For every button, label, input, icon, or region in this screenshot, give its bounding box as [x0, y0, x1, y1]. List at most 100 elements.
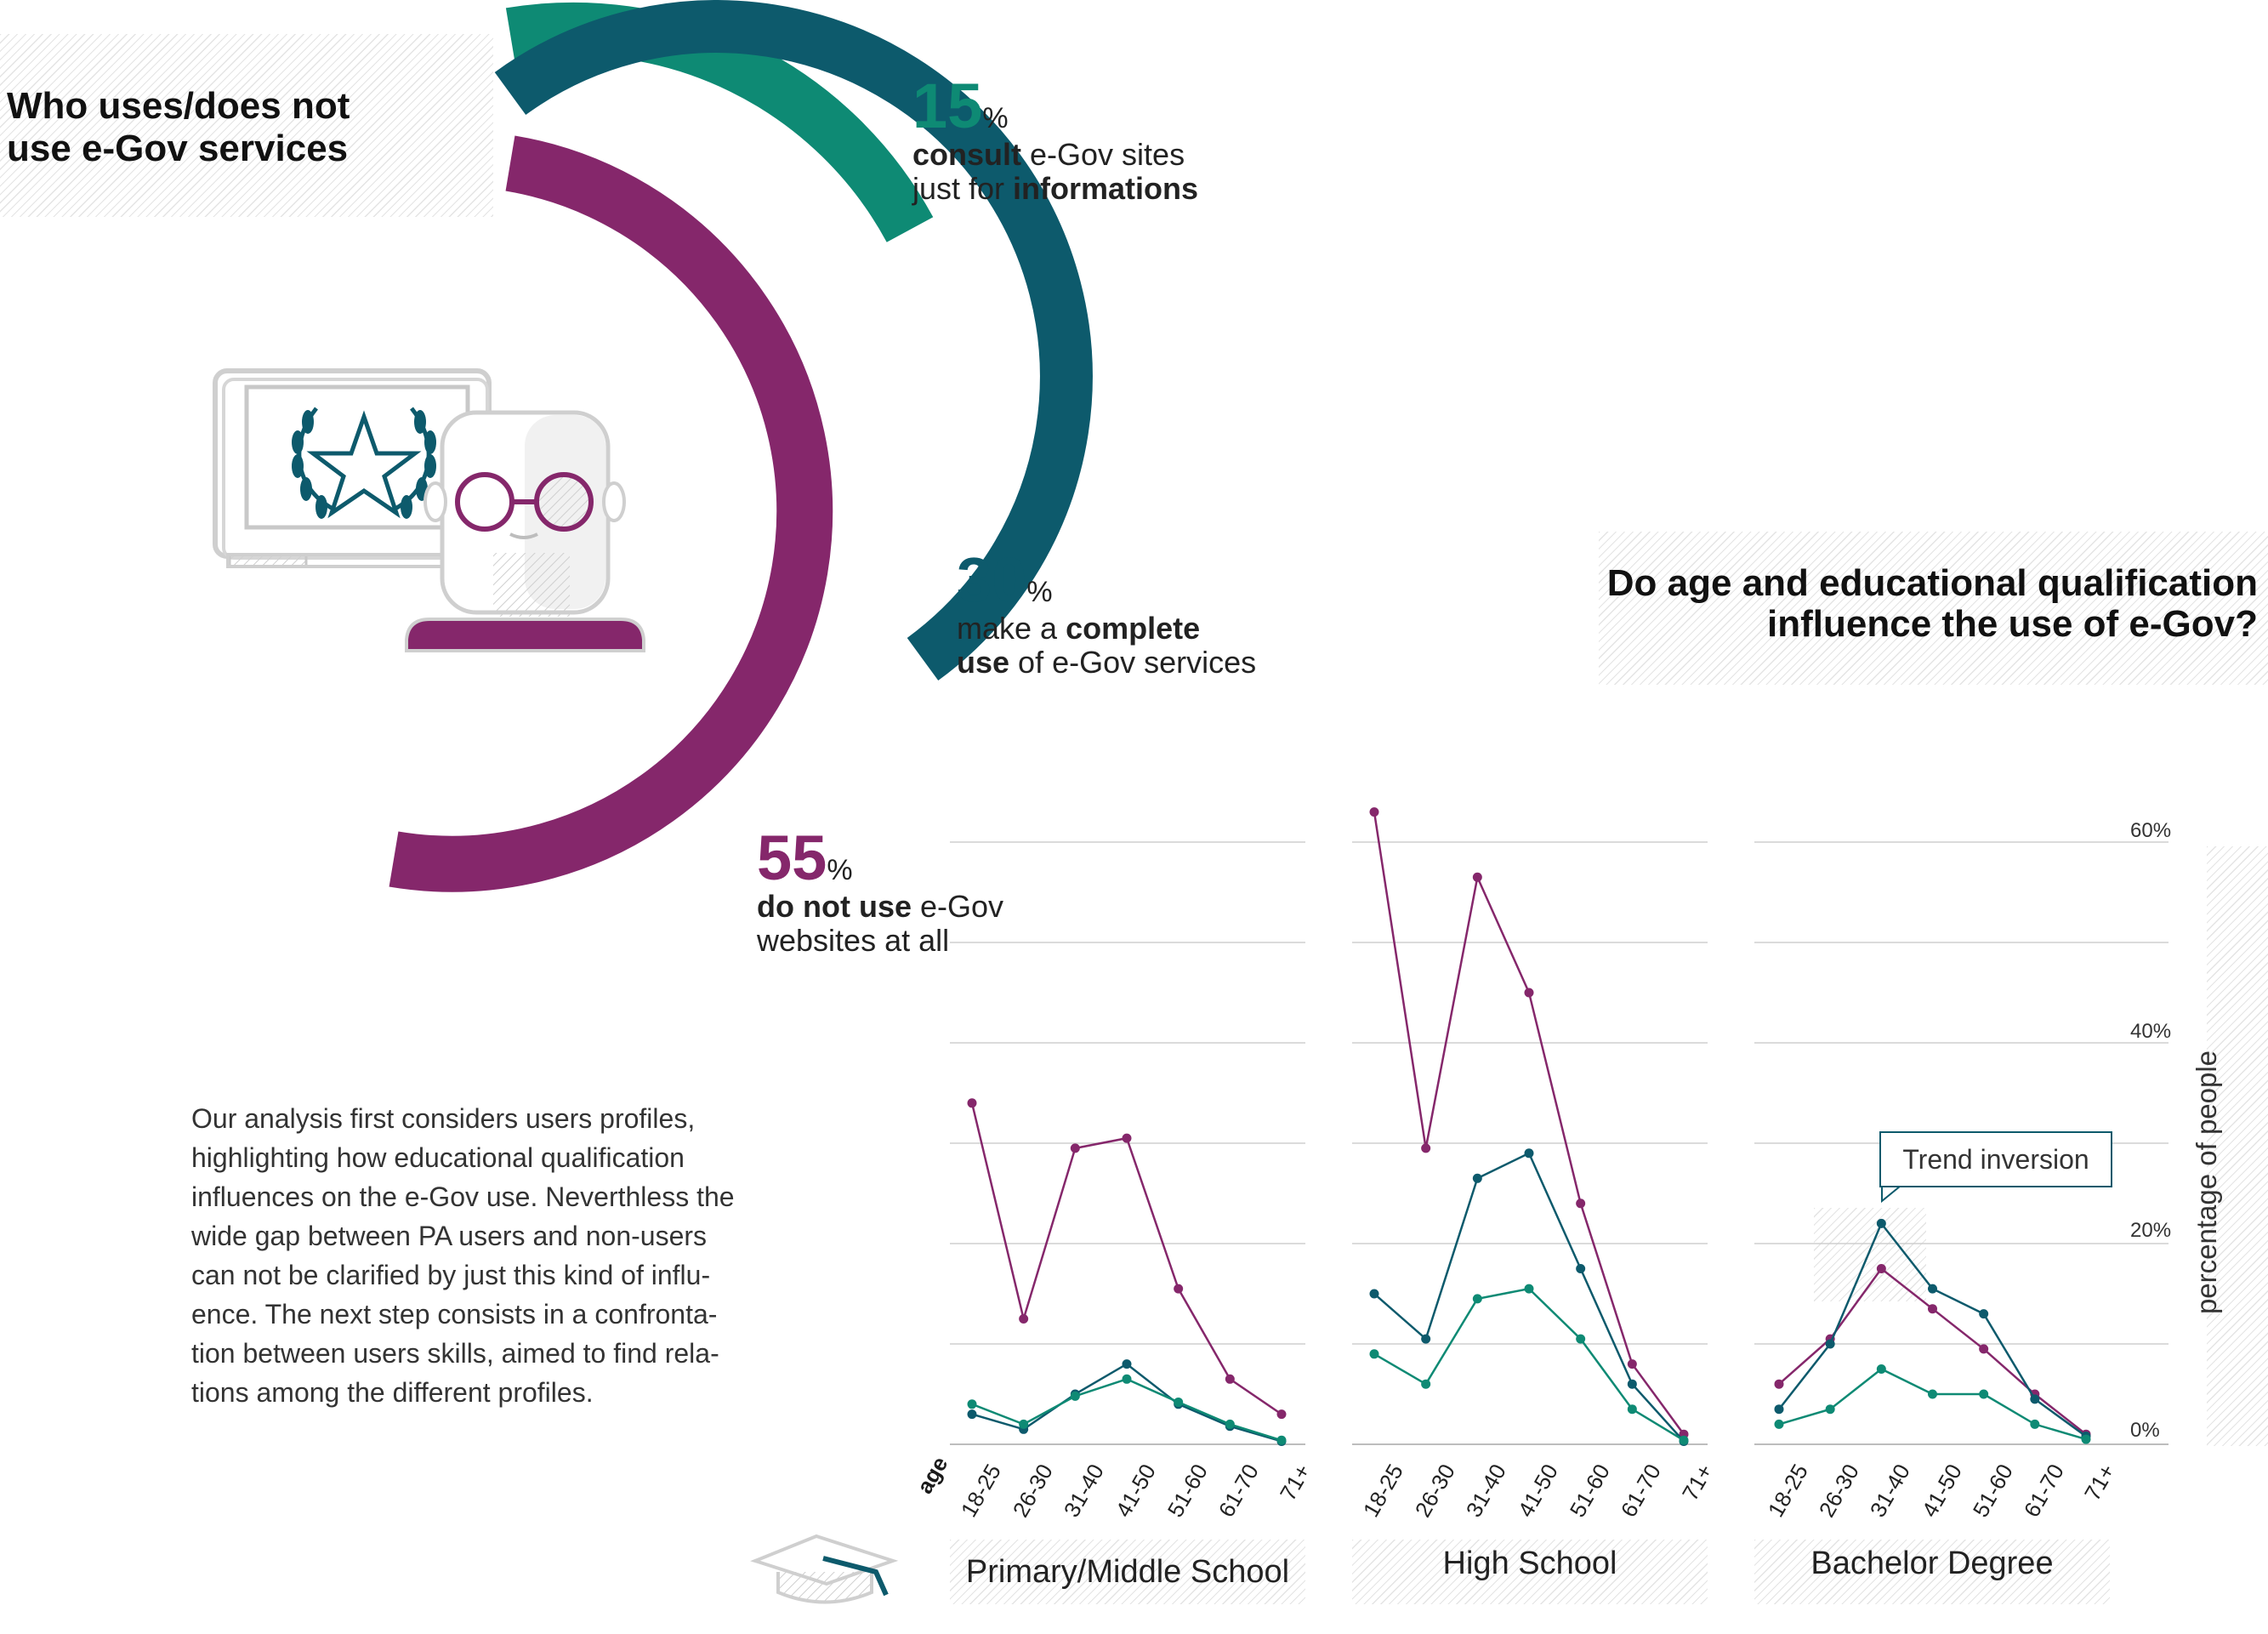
stat-complete-unit: %: [1026, 576, 1053, 608]
data-point: [2081, 1434, 2091, 1444]
data-point: [1122, 1374, 1132, 1384]
data-point: [1472, 1173, 1482, 1183]
paragraph-line: can not be clarified by just this kind o…: [191, 1260, 711, 1290]
data-point: [1928, 1304, 1937, 1314]
data-point: [1576, 1334, 1586, 1344]
data-point: [1225, 1374, 1235, 1384]
stat-complete-use: 30% make a complete use of e-Gov service…: [957, 549, 1256, 680]
stat-informations-unit: %: [982, 102, 1009, 134]
panel-title-bachelor: Bachelor Degree: [1810, 1546, 2054, 1581]
data-point: [1576, 1198, 1586, 1209]
right-title-line-1: Do age and educational qualification: [1606, 562, 2258, 604]
data-point: [1174, 1397, 1184, 1407]
stat-complete-value: 30: [957, 544, 1027, 615]
stat-complete-rest-2: of e-Gov services: [1009, 645, 1257, 680]
panel-label-background-high: [1352, 1540, 1708, 1604]
left-title-background: [0, 34, 493, 217]
analysis-paragraph: Our analysis first considers users profi…: [191, 1099, 787, 1412]
right-title: Do age and educational qualification inf…: [1607, 563, 2258, 645]
ring-non-users: [389, 135, 833, 892]
stat-non-users-rest-1: e-Gov: [912, 889, 1004, 924]
stat-complete-pre-1: make a: [957, 611, 1066, 646]
stat-informations-value: 15: [912, 71, 983, 141]
right-title-line-2: influence the use of e-Gov?: [1767, 603, 2258, 645]
data-point: [1825, 1404, 1835, 1415]
data-point: [1825, 1339, 1835, 1349]
series-line: [1373, 1287, 1685, 1442]
stat-complete-bold-1: complete: [1066, 611, 1201, 646]
data-point: [1421, 1143, 1431, 1153]
data-point: [1627, 1379, 1637, 1389]
right-title-background: [1599, 532, 2268, 685]
stat-non-users-pre-2: websites at all: [757, 923, 950, 958]
data-point: [1876, 1364, 1886, 1374]
paragraph-line: Our analysis first considers users profi…: [191, 1103, 696, 1134]
paragraph-line: influences on the e-Gov use. Neverthless…: [191, 1181, 735, 1212]
panel-title-high-school: High School: [1442, 1546, 1617, 1581]
y-tick-label: 0%: [2130, 1419, 2160, 1442]
stat-non-users-bold-1: do not use: [757, 889, 912, 924]
stat-informations-bold-1: consult: [912, 137, 1022, 172]
data-point: [1472, 872, 1482, 882]
data-point: [1421, 1334, 1431, 1344]
data-point: [1122, 1133, 1132, 1143]
left-title: Who uses/does not use e-Gov services: [7, 85, 350, 170]
paragraph-line: tion between users skills, aimed to find…: [191, 1338, 719, 1369]
data-point: [1576, 1264, 1586, 1273]
panel-label-background-primary: [950, 1540, 1305, 1604]
data-point: [1876, 1264, 1886, 1273]
data-point: [1524, 1148, 1534, 1159]
stat-informations: 15% consult e-Gov sites just for informa…: [912, 75, 1198, 206]
data-point: [2030, 1394, 2040, 1404]
y-tick-label: 20%: [2130, 1219, 2172, 1242]
stat-informations-rest-1: e-Gov sites: [1021, 137, 1185, 172]
data-point: [1979, 1344, 1989, 1354]
y-tick-label: 60%: [2130, 819, 2172, 842]
series-line: [1373, 1152, 1685, 1443]
stat-informations-bold-2: informations: [1013, 171, 1199, 206]
paragraph-line: ence. The next step consists in a confro…: [191, 1299, 718, 1329]
person-illustration: [405, 410, 645, 652]
data-point: [1019, 1419, 1029, 1429]
y-tick-label: 40%: [2130, 1020, 2172, 1043]
star-laurel-icon: [292, 407, 436, 519]
stat-non-users: 55% do not use e-Gov websites at all: [757, 827, 1003, 958]
paragraph-line: tions among the different profiles.: [191, 1377, 594, 1408]
data-point: [1019, 1314, 1029, 1324]
data-point: [1225, 1419, 1235, 1429]
data-point: [1122, 1359, 1132, 1369]
left-title-line-2: use e-Gov services: [7, 128, 349, 169]
data-point: [1928, 1284, 1937, 1294]
data-point: [1876, 1218, 1886, 1228]
series-line: [971, 1377, 1282, 1442]
data-point: [1979, 1309, 1989, 1319]
data-point: [1369, 1349, 1379, 1359]
chart-series: [967, 807, 2091, 1446]
data-point: [1472, 1294, 1482, 1304]
data-point: [1369, 1289, 1379, 1299]
stat-non-users-value: 55: [757, 823, 827, 893]
series-line: [1373, 811, 1685, 1435]
y-axis-label-background: [2207, 846, 2268, 1446]
stat-complete-bold-2: use: [957, 645, 1010, 680]
panel-title-primary: Primary/Middle School: [965, 1554, 1290, 1590]
data-point: [2030, 1419, 2040, 1429]
data-point: [1979, 1389, 1989, 1399]
data-point: [1774, 1404, 1784, 1415]
left-title-line-1: Who uses/does not: [7, 85, 350, 127]
data-point: [1421, 1379, 1431, 1389]
stat-non-users-unit: %: [827, 854, 853, 886]
data-point: [1524, 988, 1534, 998]
data-point: [1928, 1389, 1937, 1399]
data-point: [1679, 1435, 1689, 1445]
data-point: [1070, 1143, 1080, 1153]
series-line: [1778, 1221, 2087, 1438]
data-point: [1070, 1391, 1080, 1401]
paragraph-line: highlighting how educational qualificati…: [191, 1142, 685, 1173]
data-point: [1276, 1409, 1287, 1420]
panel-label-background-bachelor: [1754, 1540, 2110, 1604]
data-point: [1174, 1284, 1184, 1294]
graduation-cap-icon: [750, 1534, 899, 1604]
data-point: [1524, 1284, 1534, 1294]
chart-gridlines: [950, 841, 2169, 1445]
